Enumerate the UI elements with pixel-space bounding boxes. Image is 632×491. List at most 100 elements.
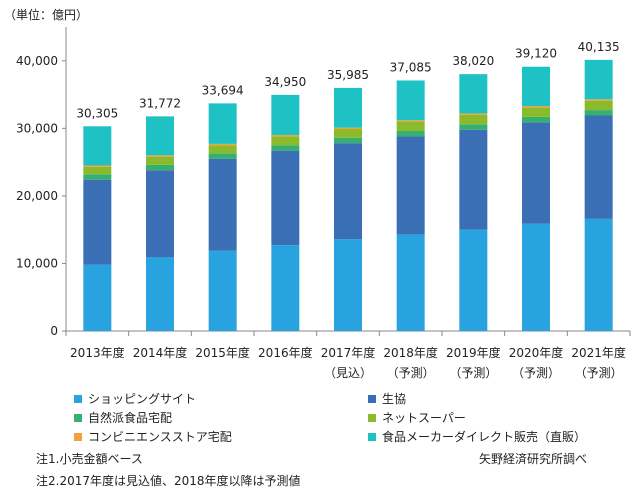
bar-segment: [396, 121, 425, 132]
bar-segment: [522, 106, 550, 108]
data-label-total: 37,085: [390, 60, 432, 74]
x-tick-sublabel: （予測）: [387, 366, 435, 380]
x-tick-label: 2018年度: [383, 345, 438, 360]
bar-segment: [459, 74, 488, 114]
bar-segment: [459, 114, 488, 125]
y-tick-label: 0: [50, 324, 58, 338]
bar-segment: [334, 129, 362, 138]
bar-segment: [208, 153, 237, 159]
x-tick-sublabel: （予測）: [512, 366, 560, 380]
bar-segment: [146, 164, 174, 171]
note-2: 注2.2017年度は見込値、2018年度以降は予測値: [36, 474, 301, 488]
y-tick-label: 30,000: [16, 121, 58, 135]
data-label-total: 31,772: [139, 96, 181, 110]
bar-segment: [584, 115, 613, 219]
bar-segment: [146, 156, 174, 165]
data-label-total: 34,950: [264, 75, 306, 89]
bar-segment: [396, 120, 425, 122]
y-tick-label: 10,000: [16, 256, 58, 270]
data-label-total: 38,020: [452, 54, 494, 68]
bar-segment: [459, 113, 488, 115]
bar-segment: [584, 110, 613, 116]
data-label-total: 35,985: [327, 68, 369, 82]
data-label-total: 40,135: [578, 40, 620, 54]
bar-segment: [584, 59, 613, 100]
bar-segment: [83, 166, 112, 175]
legend-item-convenience-store: コンビニエンスストア宅配: [74, 428, 232, 445]
legend-item-net-supermarket: ネットスーパー: [368, 409, 466, 426]
bar-segment: [146, 116, 174, 156]
bar-segment: [334, 143, 362, 240]
bar-segment: [83, 165, 112, 167]
bar-segment: [334, 127, 362, 130]
bar-segment: [208, 158, 237, 251]
bar-segment: [584, 218, 613, 331]
bars: [83, 59, 613, 331]
data-label-total: 30,305: [76, 106, 118, 120]
bar-segment: [459, 129, 488, 230]
legend-item-maker-direct: 食品メーカーダイレクト販売（直販）: [368, 428, 586, 445]
bar-segment: [271, 135, 300, 137]
bar-segment: [522, 116, 550, 123]
bar-segment: [271, 94, 300, 136]
bar-segment: [83, 126, 112, 166]
bar-segment: [334, 137, 362, 144]
legend-item-natural-food: 自然派食品宅配: [74, 409, 172, 426]
note-1: 注1.小売金額ベース: [36, 452, 143, 466]
unit-label: （単位：億円）: [4, 8, 89, 22]
x-tick-sublabel: （見込）: [324, 366, 372, 380]
x-tick-label: 2017年度: [321, 345, 376, 360]
x-tick-label: 2015年度: [195, 345, 250, 360]
source-credit: 矢野経済研究所調べ: [479, 452, 588, 466]
y-tick-label: 40,000: [16, 54, 58, 68]
bar-segment: [459, 124, 488, 130]
bar-segment: [271, 245, 300, 331]
x-tick-sublabel: （予測）: [449, 366, 497, 380]
legend-swatch: [74, 395, 82, 403]
x-tick-label: 2019年度: [446, 345, 501, 360]
bar-segment: [584, 100, 613, 111]
bar-segment: [83, 179, 112, 265]
bar-segment: [208, 103, 237, 144]
bar-segment: [459, 229, 488, 331]
legend-item-coop: 生協: [368, 390, 406, 407]
legend-swatch: [368, 395, 376, 403]
bar-segment: [396, 131, 425, 137]
bar-segment: [522, 122, 550, 224]
bar-segment: [271, 150, 300, 246]
x-tick-sublabel: （予測）: [575, 366, 623, 380]
bar-segment: [83, 264, 112, 331]
bar-segment: [584, 99, 613, 101]
legend-swatch: [74, 433, 82, 441]
bar-segment: [208, 145, 237, 154]
bar-segment: [208, 250, 237, 331]
x-tick-label: 2016年度: [258, 345, 313, 360]
bar-segment: [83, 174, 112, 180]
axes: 0 10,000 20,000 30,000 40,000: [16, 27, 631, 338]
bar-segment: [334, 239, 362, 331]
stacked-bar-chart: 0 10,000 20,000 30,000 40,000 30,305 2013年度 31…: [16, 27, 631, 380]
bar-segment: [396, 80, 425, 121]
labels: 30,305 2013年度 31,772 2014年度 33,694 2015年度 34,9…: [70, 40, 626, 380]
bar-segment: [146, 170, 174, 258]
bar-segment: [522, 223, 550, 331]
legend-swatch: [368, 433, 376, 441]
y-tick-label: 20,000: [16, 189, 58, 203]
bar-segment: [334, 87, 362, 128]
x-tick-label: 2013年度: [70, 345, 125, 360]
bar-segment: [271, 136, 300, 146]
data-label-total: 33,694: [202, 83, 244, 97]
bar-segment: [396, 234, 425, 331]
legend-item-shopping-site: ショッピングサイト: [74, 390, 196, 407]
bar-segment: [396, 136, 425, 235]
bar-segment: [146, 257, 174, 331]
bar-segment: [522, 66, 550, 107]
data-label-total: 39,120: [515, 47, 557, 61]
x-tick-label: 2014年度: [133, 345, 188, 360]
bar-segment: [271, 145, 300, 151]
bar-segment: [146, 155, 174, 157]
legend-swatch: [74, 414, 82, 422]
x-tick-label: 2021年度: [571, 345, 626, 360]
bar-segment: [208, 143, 237, 146]
x-tick-label: 2020年度: [509, 345, 564, 360]
